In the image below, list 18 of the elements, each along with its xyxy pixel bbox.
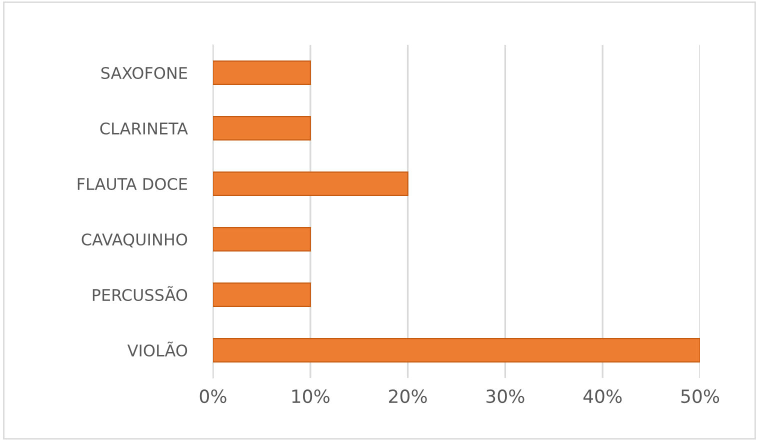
bar xyxy=(213,60,311,85)
y-tick-label: SAXOFONE xyxy=(101,66,187,80)
bar xyxy=(213,116,311,140)
y-tick-label: VIOLÃO xyxy=(127,342,188,357)
x-tick-label: 30% xyxy=(486,389,524,404)
y-tick-label: FLAUTA DOCE xyxy=(78,178,187,190)
x-tick-label: 50% xyxy=(681,389,720,404)
y-tick-label: CLARINETA xyxy=(100,122,188,135)
bar xyxy=(213,282,311,307)
bar xyxy=(213,338,700,362)
x-tick-label: 40% xyxy=(583,389,622,404)
x-tick-label: 20% xyxy=(389,389,427,404)
x-tick-label: 0% xyxy=(200,389,226,404)
y-tick-label: CAVAQUINHO xyxy=(82,233,188,248)
y-tick-label: PERCUSSÃO xyxy=(92,286,188,302)
bar xyxy=(213,172,408,196)
bar xyxy=(213,227,311,252)
x-tick-label: 10% xyxy=(292,389,330,404)
